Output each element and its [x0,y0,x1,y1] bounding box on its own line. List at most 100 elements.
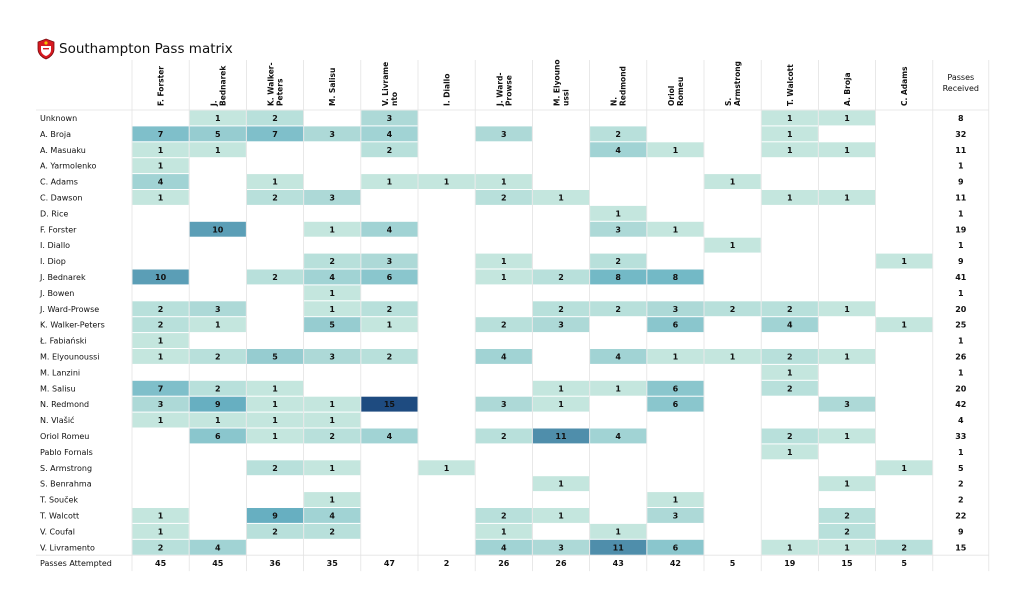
passes-attempted-value: 36 [269,559,281,568]
heatmap-cell [189,428,246,444]
heatmap-cell [647,349,704,364]
cell-value-label: 6 [673,400,679,409]
cell-value-label: 7 [158,130,164,139]
heatmap-cell [304,301,361,317]
cell-value-label: 1 [787,146,793,155]
row-label: A. Yarmolenko [40,162,97,171]
cell-value-label: 2 [387,305,393,314]
cell-value-label: 2 [215,352,221,361]
passes-received-value: 1 [958,448,964,457]
row-label: A. Broja [40,130,71,139]
column-label-line: J. [209,100,218,107]
column-label-line: nto [390,92,399,106]
heatmap-cell [189,396,246,412]
heatmap-cell [761,349,818,364]
cell-value-label: 1 [787,114,793,123]
cell-value-label: 4 [158,178,164,187]
cell-value-label: 1 [844,193,850,202]
heatmap-cell [761,380,818,396]
passes-attempted-value: 45 [155,559,167,568]
row-label: V. Livramento [40,543,95,552]
heatmap-cell [475,396,532,412]
cell-value-label: 4 [615,146,621,155]
heatmap-cell [246,428,304,444]
cell-value-label: 2 [501,321,507,330]
cell-value-label: 2 [329,527,335,536]
cell-value-label: 6 [673,543,679,552]
row-label: J. Ward-Prowse [39,305,99,314]
cell-value-label: 1 [730,241,736,250]
column-label-line: Armstrong [733,61,742,106]
cell-value-label: 1 [901,257,907,266]
cell-value-label: 1 [844,114,850,123]
passes-received-value: 1 [958,241,964,250]
heatmap-cell [304,190,361,205]
cell-value-label: 1 [501,273,507,282]
cell-value-label: 2 [501,511,507,520]
column-label-line: I. Diallo [443,74,452,106]
cell-value-label: 3 [501,130,507,139]
cell-value-label: 1 [844,352,850,361]
heatmap-cell [132,349,189,364]
heatmap-cell [818,523,876,539]
totals: PassesReceived83211191111919411202512612… [155,73,979,568]
passes-received-value: 15 [955,543,967,552]
heatmap-cell [304,508,361,523]
heatmap-cell [132,142,189,158]
heatmap-cell [246,412,304,428]
cell-value-label: 3 [673,305,679,314]
heatmap-cell [132,380,189,396]
cell-value-label: 1 [329,289,335,298]
passes-received-value: 1 [958,337,964,346]
passes-attempted-value: 45 [212,559,224,568]
row-label: J. Bowen [39,289,74,298]
heatmap-cell [246,269,304,285]
cell-value-label: 1 [329,464,335,473]
column-label-line: ussi [562,89,571,106]
cell-value-label: 1 [387,321,393,330]
heatmap-cell [246,126,304,142]
heatmap-cell [532,428,590,444]
cell-value-label: 2 [272,527,278,536]
cell-value-label: 2 [844,527,850,536]
heatmap-cell [304,460,361,476]
passes-received-header: Received [943,84,979,93]
heatmap-cell [876,539,933,555]
cell-value-label: 1 [444,178,450,187]
cell-value-label: 2 [329,432,335,441]
cell-value-label: 1 [501,257,507,266]
passes-received-value: 20 [955,384,967,393]
passes-received-value: 1 [958,289,964,298]
column-label-line: Prowse [504,75,513,106]
cell-value-label: 2 [158,543,164,552]
cell-value-label: 3 [329,352,335,361]
column-label-line: M. Elyouno [553,60,562,107]
cell-value-label: 2 [387,352,393,361]
heatmap-cell [818,301,876,317]
cell-value-label: 2 [787,352,793,361]
heatmap-cell [532,508,590,523]
heatmap-cell [590,523,647,539]
cell-value-label: 3 [387,114,393,123]
heatmap-cell [590,253,647,269]
column-label: Oriol Romeu [667,77,685,106]
heatmap-cell [532,476,590,492]
cell-value-label: 2 [272,193,278,202]
column-label: F. Forster [157,66,166,106]
southampton-crest-icon [37,38,55,60]
cell-value-label: 15 [384,400,396,409]
column-label: N. Redmond [610,66,628,106]
cell-value-label: 1 [387,178,393,187]
row-label: T. Souček [39,495,78,505]
column-labels: F. Forster J. Bednarek K. Walker- Peters M. S… [157,60,910,108]
cell-value-label: 1 [787,193,793,202]
column-label-line: K. Walker- [267,62,276,106]
heatmap-cell [818,142,876,158]
heatmap-cell [532,539,590,555]
heatmap-cell [590,126,647,142]
heatmap-cell [189,126,246,142]
heatmap-cell [818,190,876,205]
cell-value-label: 1 [501,527,507,536]
column-label-line: S. [724,98,733,106]
